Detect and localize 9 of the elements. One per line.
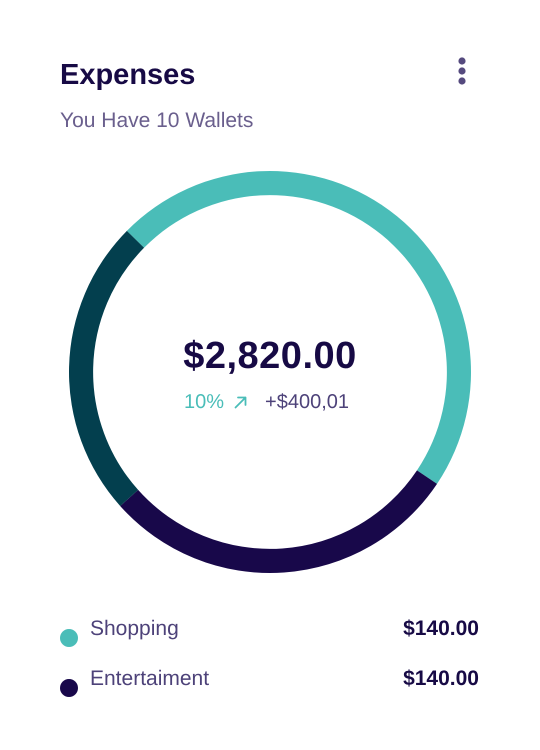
text: $140.00 [403, 666, 479, 692]
text: +$400,01 [265, 390, 349, 414]
text: $2,820.00 [182, 334, 358, 379]
legend-label: Shopping [90, 616, 179, 642]
text: 10% [184, 390, 224, 414]
chart-title: Expenses [60, 58, 196, 93]
legend-label: Entertaiment [90, 666, 210, 692]
chart-subtitle: You Have 10 Wallets [60, 108, 254, 134]
text: $140.00 [403, 616, 479, 642]
